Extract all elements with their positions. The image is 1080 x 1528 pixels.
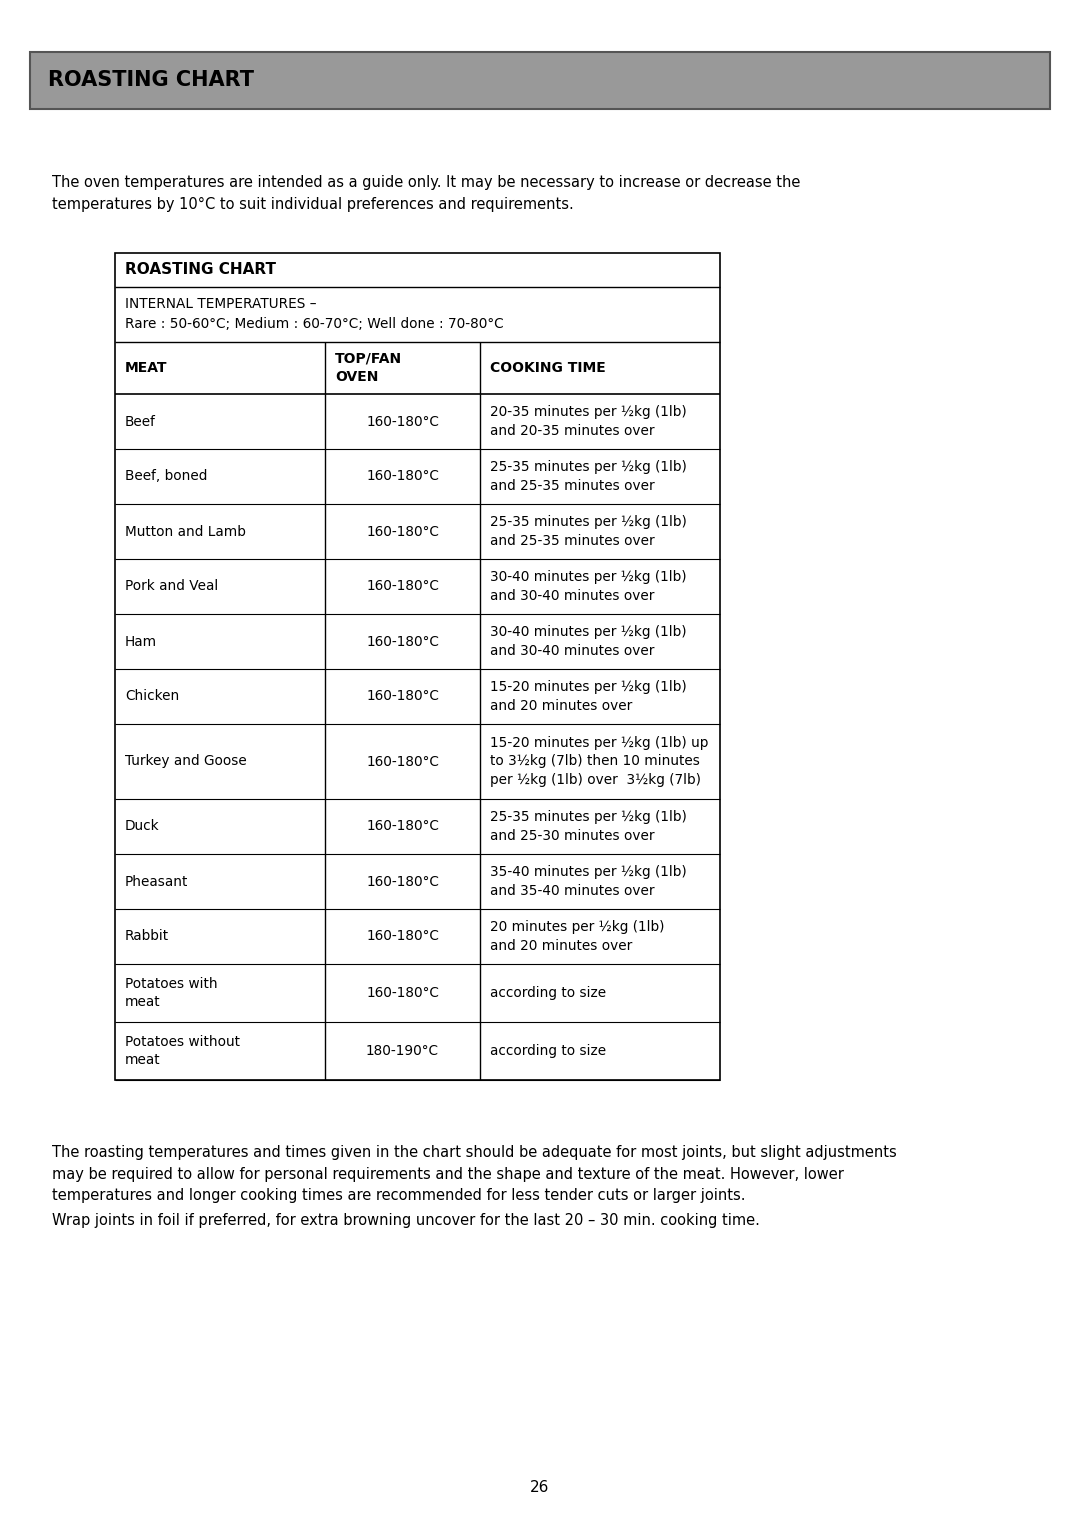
- Text: according to size: according to size: [490, 1044, 606, 1057]
- Text: 160-180°C: 160-180°C: [366, 755, 438, 769]
- Text: 15-20 minutes per ½kg (1lb)
and 20 minutes over: 15-20 minutes per ½kg (1lb) and 20 minut…: [490, 680, 687, 712]
- Text: The roasting temperatures and times given in the chart should be adequate for mo: The roasting temperatures and times give…: [52, 1144, 896, 1203]
- Bar: [30, 52, 1050, 108]
- Text: 160-180°C: 160-180°C: [366, 579, 438, 593]
- Text: Potatoes without
meat: Potatoes without meat: [125, 1034, 240, 1067]
- Text: 25-35 minutes per ½kg (1lb)
and 25-35 minutes over: 25-35 minutes per ½kg (1lb) and 25-35 mi…: [490, 460, 687, 492]
- Text: temperatures by 10°C to suit individual preferences and requirements.: temperatures by 10°C to suit individual …: [52, 197, 573, 212]
- Text: INTERNAL TEMPERATURES –: INTERNAL TEMPERATURES –: [125, 296, 316, 312]
- Text: ROASTING CHART: ROASTING CHART: [48, 70, 254, 90]
- Text: 15-20 minutes per ½kg (1lb) up
to 3½kg (7lb) then 10 minutes
per ½kg (1lb) over : 15-20 minutes per ½kg (1lb) up to 3½kg (…: [490, 736, 708, 787]
- Text: 30-40 minutes per ½kg (1lb)
and 30-40 minutes over: 30-40 minutes per ½kg (1lb) and 30-40 mi…: [490, 570, 687, 602]
- Text: 20-35 minutes per ½kg (1lb)
and 20-35 minutes over: 20-35 minutes per ½kg (1lb) and 20-35 mi…: [490, 405, 687, 437]
- Text: according to size: according to size: [490, 986, 606, 999]
- Text: 160-180°C: 160-180°C: [366, 634, 438, 648]
- Text: 160-180°C: 160-180°C: [366, 469, 438, 483]
- Text: MEAT: MEAT: [125, 361, 167, 374]
- Text: Beef: Beef: [125, 414, 156, 428]
- Text: ROASTING CHART: ROASTING CHART: [125, 263, 276, 278]
- Text: 160-180°C: 160-180°C: [366, 929, 438, 943]
- Text: Rare : 50-60°C; Medium : 60-70°C; Well done : 70-80°C: Rare : 50-60°C; Medium : 60-70°C; Well d…: [125, 316, 503, 332]
- Text: Ham: Ham: [125, 634, 157, 648]
- Text: Mutton and Lamb: Mutton and Lamb: [125, 524, 246, 538]
- Text: 160-180°C: 160-180°C: [366, 986, 438, 999]
- Text: Turkey and Goose: Turkey and Goose: [125, 755, 246, 769]
- Text: 20 minutes per ½kg (1lb)
and 20 minutes over: 20 minutes per ½kg (1lb) and 20 minutes …: [490, 920, 664, 952]
- Text: 160-180°C: 160-180°C: [366, 689, 438, 703]
- Text: TOP/FAN
OVEN: TOP/FAN OVEN: [335, 351, 402, 384]
- Text: The oven temperatures are intended as a guide only. It may be necessary to incre: The oven temperatures are intended as a …: [52, 176, 800, 189]
- Text: 160-180°C: 160-180°C: [366, 524, 438, 538]
- Text: Beef, boned: Beef, boned: [125, 469, 207, 483]
- Text: 26: 26: [530, 1481, 550, 1496]
- Text: 160-180°C: 160-180°C: [366, 819, 438, 833]
- Text: Wrap joints in foil if preferred, for extra browning uncover for the last 20 – 3: Wrap joints in foil if preferred, for ex…: [52, 1213, 760, 1229]
- Text: 160-180°C: 160-180°C: [366, 874, 438, 888]
- Text: 30-40 minutes per ½kg (1lb)
and 30-40 minutes over: 30-40 minutes per ½kg (1lb) and 30-40 mi…: [490, 625, 687, 657]
- Text: 160-180°C: 160-180°C: [366, 414, 438, 428]
- Text: Rabbit: Rabbit: [125, 929, 170, 943]
- Text: Chicken: Chicken: [125, 689, 179, 703]
- Text: Duck: Duck: [125, 819, 160, 833]
- Text: 25-35 minutes per ½kg (1lb)
and 25-35 minutes over: 25-35 minutes per ½kg (1lb) and 25-35 mi…: [490, 515, 687, 547]
- Text: 25-35 minutes per ½kg (1lb)
and 25-30 minutes over: 25-35 minutes per ½kg (1lb) and 25-30 mi…: [490, 810, 687, 843]
- Text: COOKING TIME: COOKING TIME: [490, 361, 606, 374]
- Text: Pork and Veal: Pork and Veal: [125, 579, 218, 593]
- Bar: [114, 254, 720, 1080]
- Text: 35-40 minutes per ½kg (1lb)
and 35-40 minutes over: 35-40 minutes per ½kg (1lb) and 35-40 mi…: [490, 865, 687, 898]
- Text: Potatoes with
meat: Potatoes with meat: [125, 976, 218, 1008]
- Text: Pheasant: Pheasant: [125, 874, 188, 888]
- Text: 180-190°C: 180-190°C: [366, 1044, 438, 1057]
